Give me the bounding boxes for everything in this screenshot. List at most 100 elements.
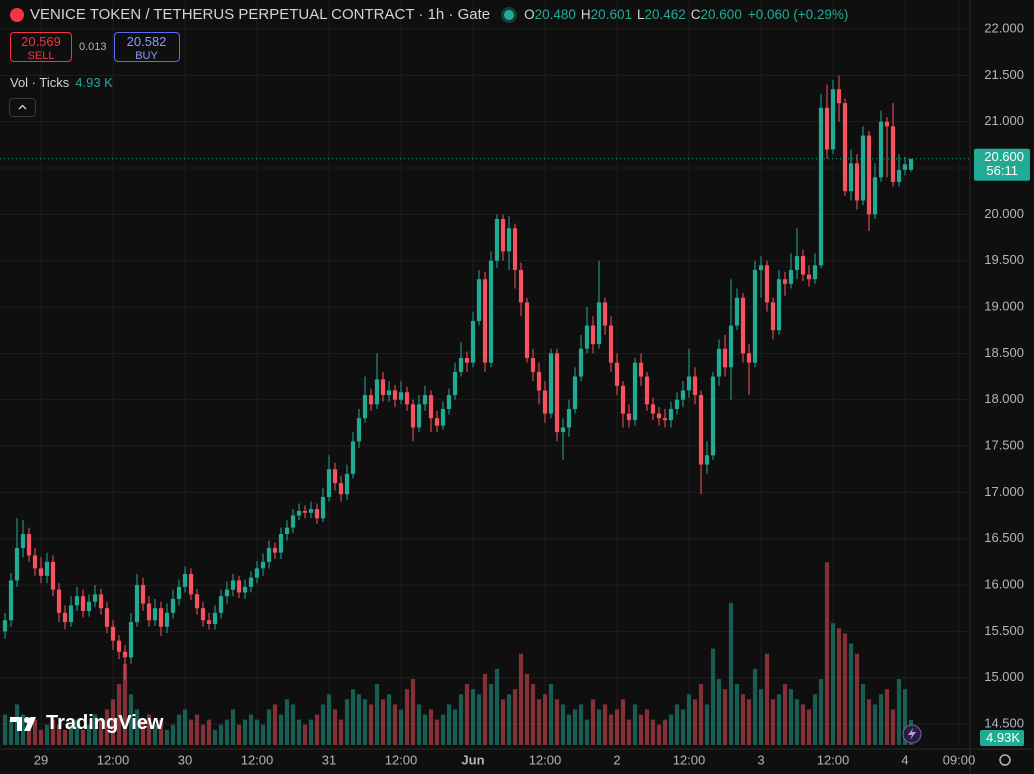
volume-bar <box>392 704 398 745</box>
candle-body <box>350 441 356 474</box>
volume-bar <box>212 729 218 745</box>
volume-bar <box>734 684 740 745</box>
candle-body <box>188 573 194 595</box>
candle-body <box>86 601 92 611</box>
volume-bar <box>878 694 884 745</box>
volume-bar <box>122 663 128 745</box>
volume-bar <box>266 709 272 745</box>
ohlc-key: O <box>524 7 535 22</box>
candle-body <box>332 469 338 484</box>
volume-bar <box>242 719 248 745</box>
volume-bar <box>644 709 650 745</box>
candle-body <box>596 302 602 345</box>
candle-body <box>44 561 50 576</box>
candle-body <box>290 515 296 528</box>
candle-body <box>524 302 530 358</box>
candle-body <box>356 418 362 442</box>
volume-bar <box>188 719 194 745</box>
brand: TradingView <box>10 712 163 735</box>
candle-body <box>374 379 380 405</box>
candle-body <box>140 585 146 604</box>
volume-bar <box>194 714 200 745</box>
buy-button[interactable]: 20.582 BUY <box>113 32 180 62</box>
volume-bar <box>80 729 86 745</box>
volume-bar <box>320 704 326 745</box>
candle-body <box>626 413 632 421</box>
volume-bar <box>746 699 752 745</box>
candle-body <box>116 640 122 652</box>
candle-body <box>704 455 710 465</box>
volume-bar <box>860 684 866 745</box>
candle-body <box>740 297 746 354</box>
volume-bar <box>548 684 554 745</box>
ohlc-item: O20.480 <box>524 7 576 22</box>
volume-bar <box>836 628 842 745</box>
candle-body <box>668 408 674 421</box>
candle-body <box>326 469 332 498</box>
candle-body <box>80 596 86 611</box>
volume-bar <box>692 699 698 745</box>
candle-body <box>152 608 158 621</box>
candle-body <box>74 596 80 606</box>
volume-bar <box>32 719 38 745</box>
candle-body <box>50 561 56 590</box>
volume-bar <box>674 704 680 745</box>
volume-legend: Vol · Ticks 4.93 K <box>10 75 113 90</box>
candle-body <box>158 608 164 627</box>
candle-body <box>32 555 38 569</box>
volume-bar <box>620 699 626 745</box>
candle-body <box>380 379 386 396</box>
y-tick-label: 19.000 <box>984 298 1024 313</box>
candle-body <box>620 385 626 414</box>
candle-body <box>482 279 488 363</box>
volume-bar <box>56 724 62 745</box>
brand-icon <box>10 716 36 731</box>
volume-bar <box>314 714 320 745</box>
volume-bar <box>92 714 98 745</box>
volume-bar <box>386 694 392 745</box>
volume-bar <box>794 699 800 745</box>
candle-body <box>200 608 206 621</box>
volume-bar <box>698 684 704 745</box>
candle-body <box>746 353 752 363</box>
volume-bar <box>602 704 608 745</box>
ohlc-key: H <box>580 7 591 22</box>
volume-bar <box>278 714 284 745</box>
volume-bar <box>554 699 560 745</box>
candle-body <box>494 218 500 261</box>
volume-bar <box>578 704 584 745</box>
settings-icon <box>999 754 1011 766</box>
volume-bar <box>410 679 416 745</box>
header: VENICE TOKEN / TETHERUS PERPETUAL CONTRA… <box>10 6 848 23</box>
volume-bar <box>116 684 122 745</box>
candle-body <box>344 473 350 495</box>
buy-price: 20.582 <box>126 34 167 49</box>
volume-bar <box>140 719 146 745</box>
volume-bar <box>332 709 338 745</box>
volume-bar <box>248 714 254 745</box>
volume-bar <box>476 694 482 745</box>
volume-bar <box>296 719 302 745</box>
candle-body <box>452 371 458 396</box>
volume-bar <box>728 602 734 745</box>
volume-bar <box>716 679 722 745</box>
candle-body <box>224 589 230 597</box>
y-tick-label: 14.500 <box>984 715 1024 730</box>
candle-body <box>470 320 476 363</box>
candle-body <box>896 169 902 182</box>
candle-body <box>764 265 770 303</box>
ohlc-item: H20.601 <box>581 7 632 22</box>
sell-button[interactable]: 20.569 SELL <box>10 32 72 62</box>
volume-bar <box>512 689 518 745</box>
volume-bar <box>530 684 536 745</box>
candle-body <box>788 269 794 284</box>
candle-body <box>386 390 392 396</box>
collapse-button[interactable] <box>9 98 36 117</box>
candle-body <box>572 376 578 409</box>
x-tick-label: Jun <box>461 752 484 767</box>
candle-body <box>308 509 314 513</box>
candle-body <box>14 547 20 581</box>
candle-body <box>680 390 686 400</box>
candle-body <box>584 325 590 349</box>
candle-body <box>548 353 554 414</box>
